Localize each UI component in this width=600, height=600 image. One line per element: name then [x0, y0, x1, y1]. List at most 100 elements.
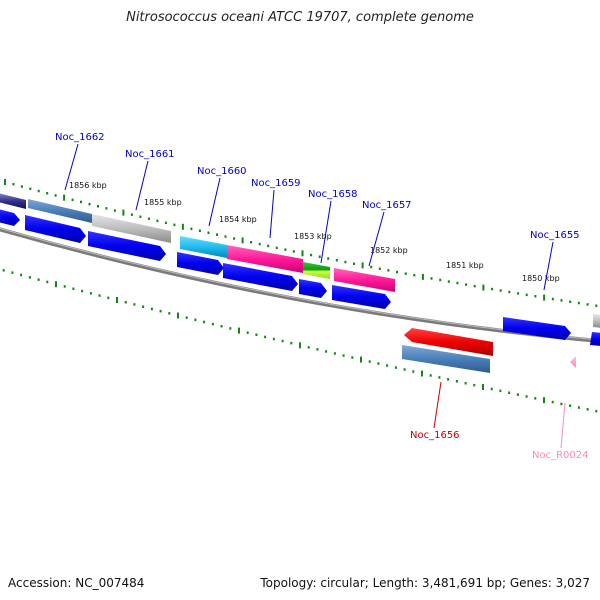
- gene-arrow-blue[interactable]: [590, 332, 600, 346]
- major-tick: [302, 250, 304, 256]
- gene-label-noc-1659[interactable]: Noc_1659: [251, 178, 301, 189]
- minor-tick: [139, 216, 141, 219]
- kbp-tick-label: 1852 kbp: [370, 246, 408, 255]
- minor-tick: [21, 185, 23, 188]
- minor-tick: [308, 346, 310, 349]
- minor-tick: [491, 388, 493, 391]
- minor-tick: [386, 364, 388, 367]
- kbp-tick-label: 1851 kbp: [446, 261, 484, 270]
- major-tick: [482, 285, 484, 291]
- minor-tick: [387, 269, 389, 272]
- gene-arrow-blue[interactable]: [0, 209, 20, 226]
- minor-tick: [379, 268, 381, 271]
- minor-tick: [526, 395, 528, 398]
- minor-tick: [448, 280, 450, 283]
- gene-label-noc-1658[interactable]: Noc_1658: [308, 189, 358, 200]
- minor-tick: [578, 406, 580, 409]
- minor-tick: [156, 220, 158, 223]
- minor-tick: [290, 342, 292, 345]
- gene-block-green-1658[interactable]: [303, 262, 330, 279]
- gene-label-noc-1661[interactable]: Noc_1661: [125, 149, 175, 160]
- gene-block-navy[interactable]: [0, 193, 26, 209]
- minor-tick: [465, 382, 467, 385]
- major-tick: [116, 297, 118, 303]
- minor-tick: [72, 288, 74, 291]
- gene-block-gray-edge[interactable]: [593, 314, 600, 328]
- minor-tick: [395, 366, 397, 369]
- minor-tick: [29, 276, 31, 279]
- gene-arrow-blue[interactable]: [299, 279, 327, 298]
- minor-tick: [168, 312, 170, 315]
- minor-tick: [587, 303, 589, 306]
- gene-label-noc-1660[interactable]: Noc_1660: [197, 166, 247, 177]
- minor-tick: [439, 279, 441, 282]
- minor-tick: [412, 370, 414, 373]
- minor-tick: [107, 297, 109, 300]
- minor-tick: [508, 291, 510, 294]
- minor-tick: [273, 338, 275, 341]
- minor-tick: [216, 233, 218, 236]
- major-tick: [4, 179, 6, 185]
- minor-tick: [499, 390, 501, 393]
- gene-label-noc-r0024[interactable]: Noc_R0024: [532, 450, 589, 461]
- minor-tick: [64, 285, 66, 288]
- kbp-tick-label: 1855 kbp: [144, 198, 182, 207]
- minor-tick: [203, 321, 205, 324]
- minor-tick: [431, 277, 433, 280]
- minor-tick: [474, 285, 476, 288]
- major-tick: [242, 237, 244, 243]
- minor-tick: [465, 283, 467, 286]
- gene-leader-line: [270, 190, 274, 238]
- accession-text: Accession: NC_007484: [8, 576, 144, 590]
- minor-tick: [560, 403, 562, 406]
- minor-tick: [208, 232, 210, 235]
- gene-leader-line: [369, 212, 384, 266]
- minor-tick: [316, 348, 318, 351]
- major-tick: [122, 210, 124, 216]
- major-tick: [543, 397, 545, 403]
- minor-tick: [552, 401, 554, 404]
- minor-tick: [20, 274, 22, 277]
- gene-label-noc-1656[interactable]: Noc_1656: [410, 430, 460, 441]
- major-tick: [238, 328, 240, 334]
- major-tick: [299, 342, 301, 348]
- gene-label-noc-1662[interactable]: Noc_1662: [55, 132, 105, 143]
- minor-tick: [190, 228, 192, 231]
- minor-tick: [293, 250, 295, 253]
- minor-tick: [351, 356, 353, 359]
- gene-label-noc-1655[interactable]: Noc_1655: [530, 230, 580, 241]
- minor-tick: [595, 410, 597, 413]
- minor-tick: [396, 271, 398, 274]
- minor-tick: [142, 306, 144, 309]
- minor-tick: [72, 199, 74, 202]
- minor-tick: [38, 190, 40, 193]
- minor-tick: [595, 305, 597, 308]
- minor-tick: [221, 325, 223, 328]
- minor-tick: [369, 360, 371, 363]
- gene-label-noc-1657[interactable]: Noc_1657: [362, 200, 412, 211]
- minor-tick: [173, 224, 175, 227]
- minor-tick: [508, 392, 510, 395]
- minor-tick: [587, 408, 589, 411]
- genome-map[interactable]: 1856 kbp1855 kbp1854 kbp1853 kbp1852 kbp…: [0, 0, 600, 600]
- minor-tick: [131, 213, 133, 216]
- minor-tick: [125, 301, 127, 304]
- minor-tick: [353, 263, 355, 266]
- minor-tick: [405, 272, 407, 275]
- minor-tick: [552, 298, 554, 301]
- major-tick: [421, 371, 423, 377]
- minor-tick: [55, 194, 57, 197]
- minor-tick: [456, 380, 458, 383]
- minor-tick: [319, 256, 321, 259]
- minor-tick: [404, 368, 406, 371]
- minor-tick: [133, 303, 135, 306]
- minor-tick: [12, 183, 14, 186]
- minor-tick: [3, 269, 5, 272]
- minor-tick: [327, 257, 329, 260]
- minor-tick: [186, 316, 188, 319]
- minor-tick: [526, 294, 528, 297]
- minor-tick: [534, 397, 536, 400]
- kbp-tick-label: 1856 kbp: [69, 181, 107, 190]
- minor-tick: [377, 362, 379, 365]
- gene-arrow-pink-R0024[interactable]: [570, 356, 576, 368]
